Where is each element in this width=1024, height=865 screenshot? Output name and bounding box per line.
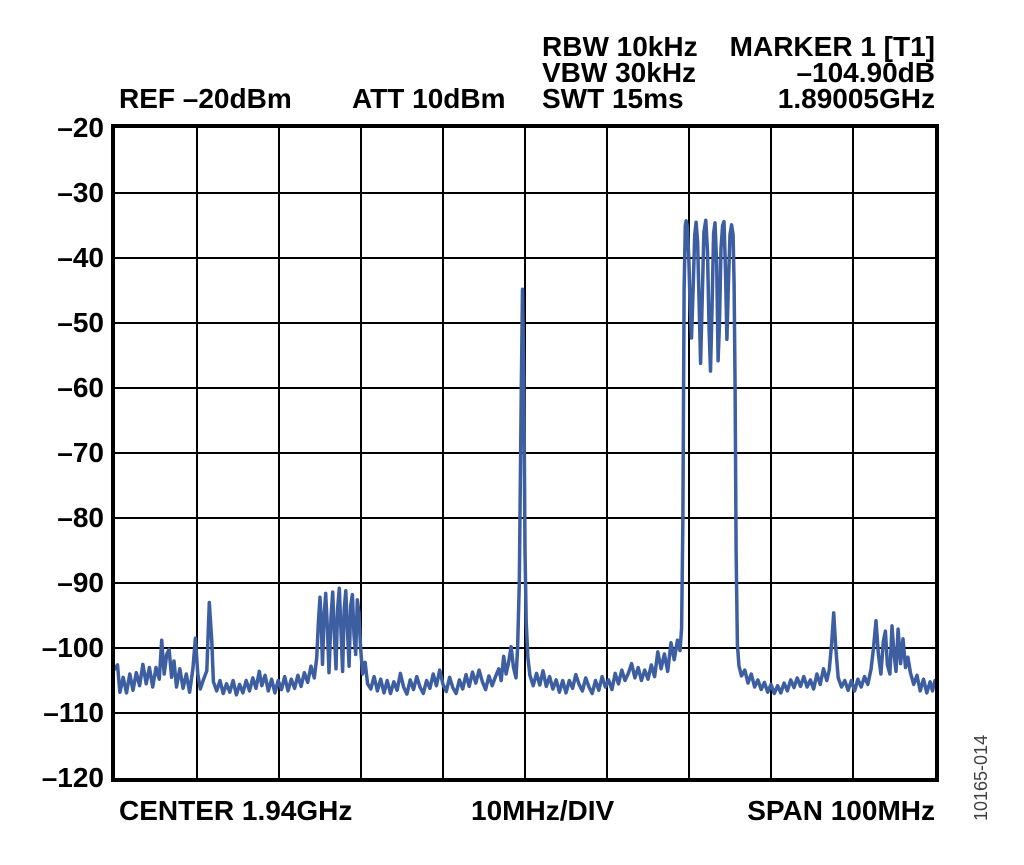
scale-per-div-label: 10MHz/DIV	[471, 795, 615, 826]
sweep-time-readout: SWT 15ms	[542, 83, 684, 114]
y-axis-label: –90	[57, 567, 104, 598]
vbw-readout: VBW 30kHz	[542, 57, 697, 88]
y-axis-label: –70	[57, 437, 104, 468]
y-axis-label: –120	[41, 762, 104, 793]
ref-level-readout: REF –20dBm	[119, 83, 292, 114]
span-label: SPAN 100MHz	[747, 795, 935, 826]
y-axis-label: –50	[57, 307, 104, 338]
figure-number: 10165-014	[971, 734, 991, 821]
center-frequency-label: CENTER 1.94GHz	[119, 795, 353, 826]
rbw-readout: RBW 10kHz	[542, 31, 698, 62]
y-axis-label: –60	[57, 372, 104, 403]
marker-title: MARKER 1 [T1]	[729, 31, 935, 62]
marker-level-readout: –104.90dB	[796, 57, 935, 88]
y-axis-label: –30	[57, 177, 104, 208]
y-axis-label: –20	[57, 112, 104, 143]
y-axis-label: –40	[57, 242, 104, 273]
y-axis-label: –110	[43, 697, 104, 728]
marker-frequency-readout: 1.89005GHz	[777, 83, 935, 114]
y-axis-label: –100	[41, 632, 104, 663]
spectrum-trace-chart	[115, 128, 935, 778]
spectrum-trace	[115, 218, 935, 697]
spectrum-plot-area	[111, 124, 939, 782]
attenuation-readout: ATT 10dBm	[352, 83, 506, 114]
y-axis-label: –80	[57, 502, 104, 533]
